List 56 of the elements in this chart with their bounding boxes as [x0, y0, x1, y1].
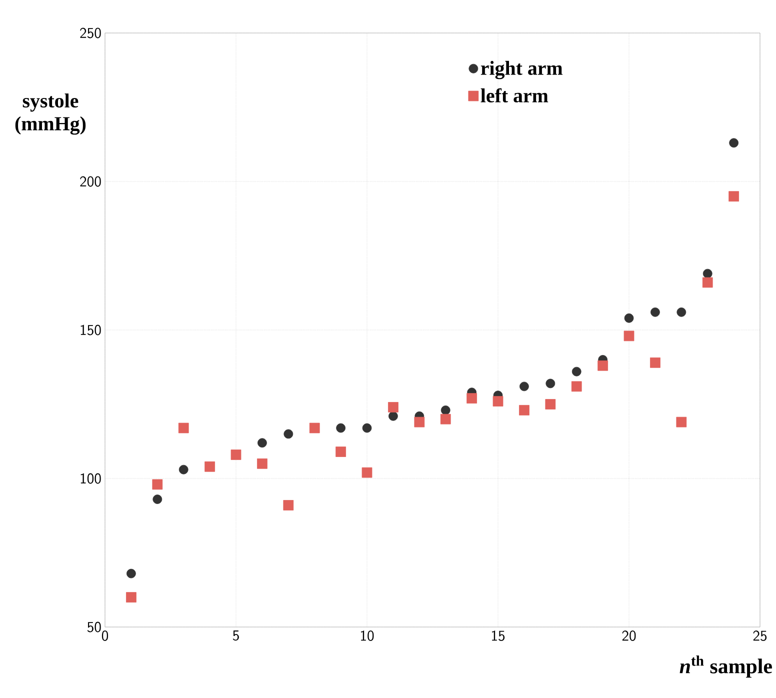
point — [284, 429, 294, 439]
x-axis-title: n$^{th}$ sample — [680, 656, 772, 678]
legend-label: right arm — [480, 60, 563, 80]
point — [178, 422, 189, 434]
point — [258, 438, 267, 448]
point — [283, 500, 294, 510]
x-tick-label: 25 — [753, 630, 767, 641]
x-tick-label: 20 — [622, 630, 636, 641]
x-tick-label: 0 — [102, 630, 108, 641]
point — [414, 416, 425, 428]
point — [519, 405, 530, 416]
point — [624, 313, 634, 323]
point — [546, 378, 556, 388]
point — [152, 479, 163, 490]
point — [598, 360, 608, 371]
point — [152, 494, 162, 504]
point — [729, 138, 738, 148]
point — [571, 381, 582, 392]
point — [336, 423, 346, 433]
y-tick-label: 200 — [80, 176, 101, 187]
point — [440, 406, 450, 415]
x-tick-label: 15 — [492, 630, 505, 641]
point — [702, 277, 713, 288]
y-tick-label: 100 — [80, 473, 101, 484]
point — [572, 366, 582, 376]
point — [676, 416, 687, 428]
point — [388, 402, 398, 412]
y-tick-label: 150 — [80, 324, 101, 336]
x-tick-label: 10 — [360, 630, 374, 641]
point — [309, 422, 320, 434]
point — [650, 307, 660, 317]
point — [492, 396, 504, 406]
point — [257, 458, 268, 469]
point — [362, 423, 372, 433]
point — [520, 382, 529, 392]
point — [178, 464, 188, 474]
legend-label: left arm — [480, 88, 548, 102]
point — [126, 568, 136, 578]
point — [728, 191, 739, 202]
point — [624, 330, 634, 342]
x-tick-label: 5 — [232, 630, 239, 641]
point — [362, 467, 372, 478]
point — [676, 307, 686, 317]
point — [466, 393, 477, 404]
point — [702, 268, 712, 278]
point — [388, 411, 398, 421]
point — [336, 446, 346, 457]
point — [230, 450, 242, 460]
point — [440, 414, 451, 424]
y-tick-label: 250 — [80, 28, 101, 38]
point — [650, 357, 660, 368]
point — [126, 592, 136, 602]
y-axis-title: systole (mmHg) — [15, 94, 86, 135]
y-tick-label: 50 — [87, 622, 101, 632]
point — [204, 461, 215, 472]
point — [545, 399, 556, 410]
